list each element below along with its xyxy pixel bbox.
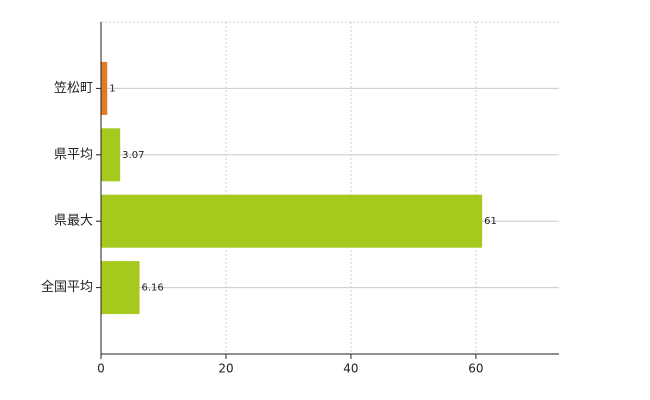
y-tick-label: 笠松町 (54, 81, 93, 96)
data-label: 61 (484, 216, 497, 227)
bar (101, 128, 121, 182)
y-tick-label: 県最大 (54, 214, 93, 229)
bar (101, 261, 140, 315)
x-tick-label: 60 (468, 362, 483, 376)
y-tick-label: 全国平均 (41, 279, 93, 295)
data-label: 1 (109, 83, 115, 94)
bar (101, 61, 108, 115)
x-tick-label: 40 (343, 362, 358, 376)
x-tick-label: 20 (218, 362, 233, 376)
bar (101, 194, 483, 248)
data-label: 6.16 (141, 283, 163, 294)
y-tick-label: 県平均 (54, 147, 93, 162)
x-tick-label: 0 (97, 362, 105, 376)
data-label: 3.07 (122, 150, 144, 161)
